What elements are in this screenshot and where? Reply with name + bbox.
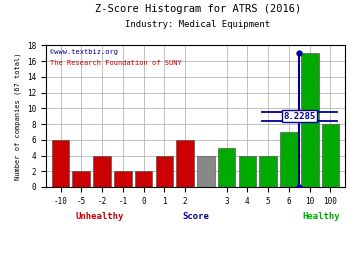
Bar [280,132,298,187]
Bar [176,140,194,187]
Text: Unhealthy: Unhealthy [76,212,124,221]
Text: Z-Score Histogram for ATRS (2016): Z-Score Histogram for ATRS (2016) [95,4,301,14]
Bar [156,156,173,187]
Bar [114,171,132,187]
Bar [93,156,111,187]
Bar [72,171,90,187]
Text: 8.2285: 8.2285 [283,112,315,121]
Text: Healthy: Healthy [302,212,340,221]
Bar [218,148,235,187]
Text: Score: Score [182,212,209,221]
Bar [321,124,339,187]
Bar [259,156,277,187]
Text: ©www.textbiz.org: ©www.textbiz.org [50,49,118,55]
Text: The Research Foundation of SUNY: The Research Foundation of SUNY [50,60,182,66]
Bar [301,53,319,187]
Text: Industry: Medical Equipment: Industry: Medical Equipment [125,20,271,29]
Y-axis label: Number of companies (67 total): Number of companies (67 total) [15,52,22,180]
Bar [135,171,152,187]
Bar [197,156,215,187]
Bar [52,140,69,187]
Bar [239,156,256,187]
